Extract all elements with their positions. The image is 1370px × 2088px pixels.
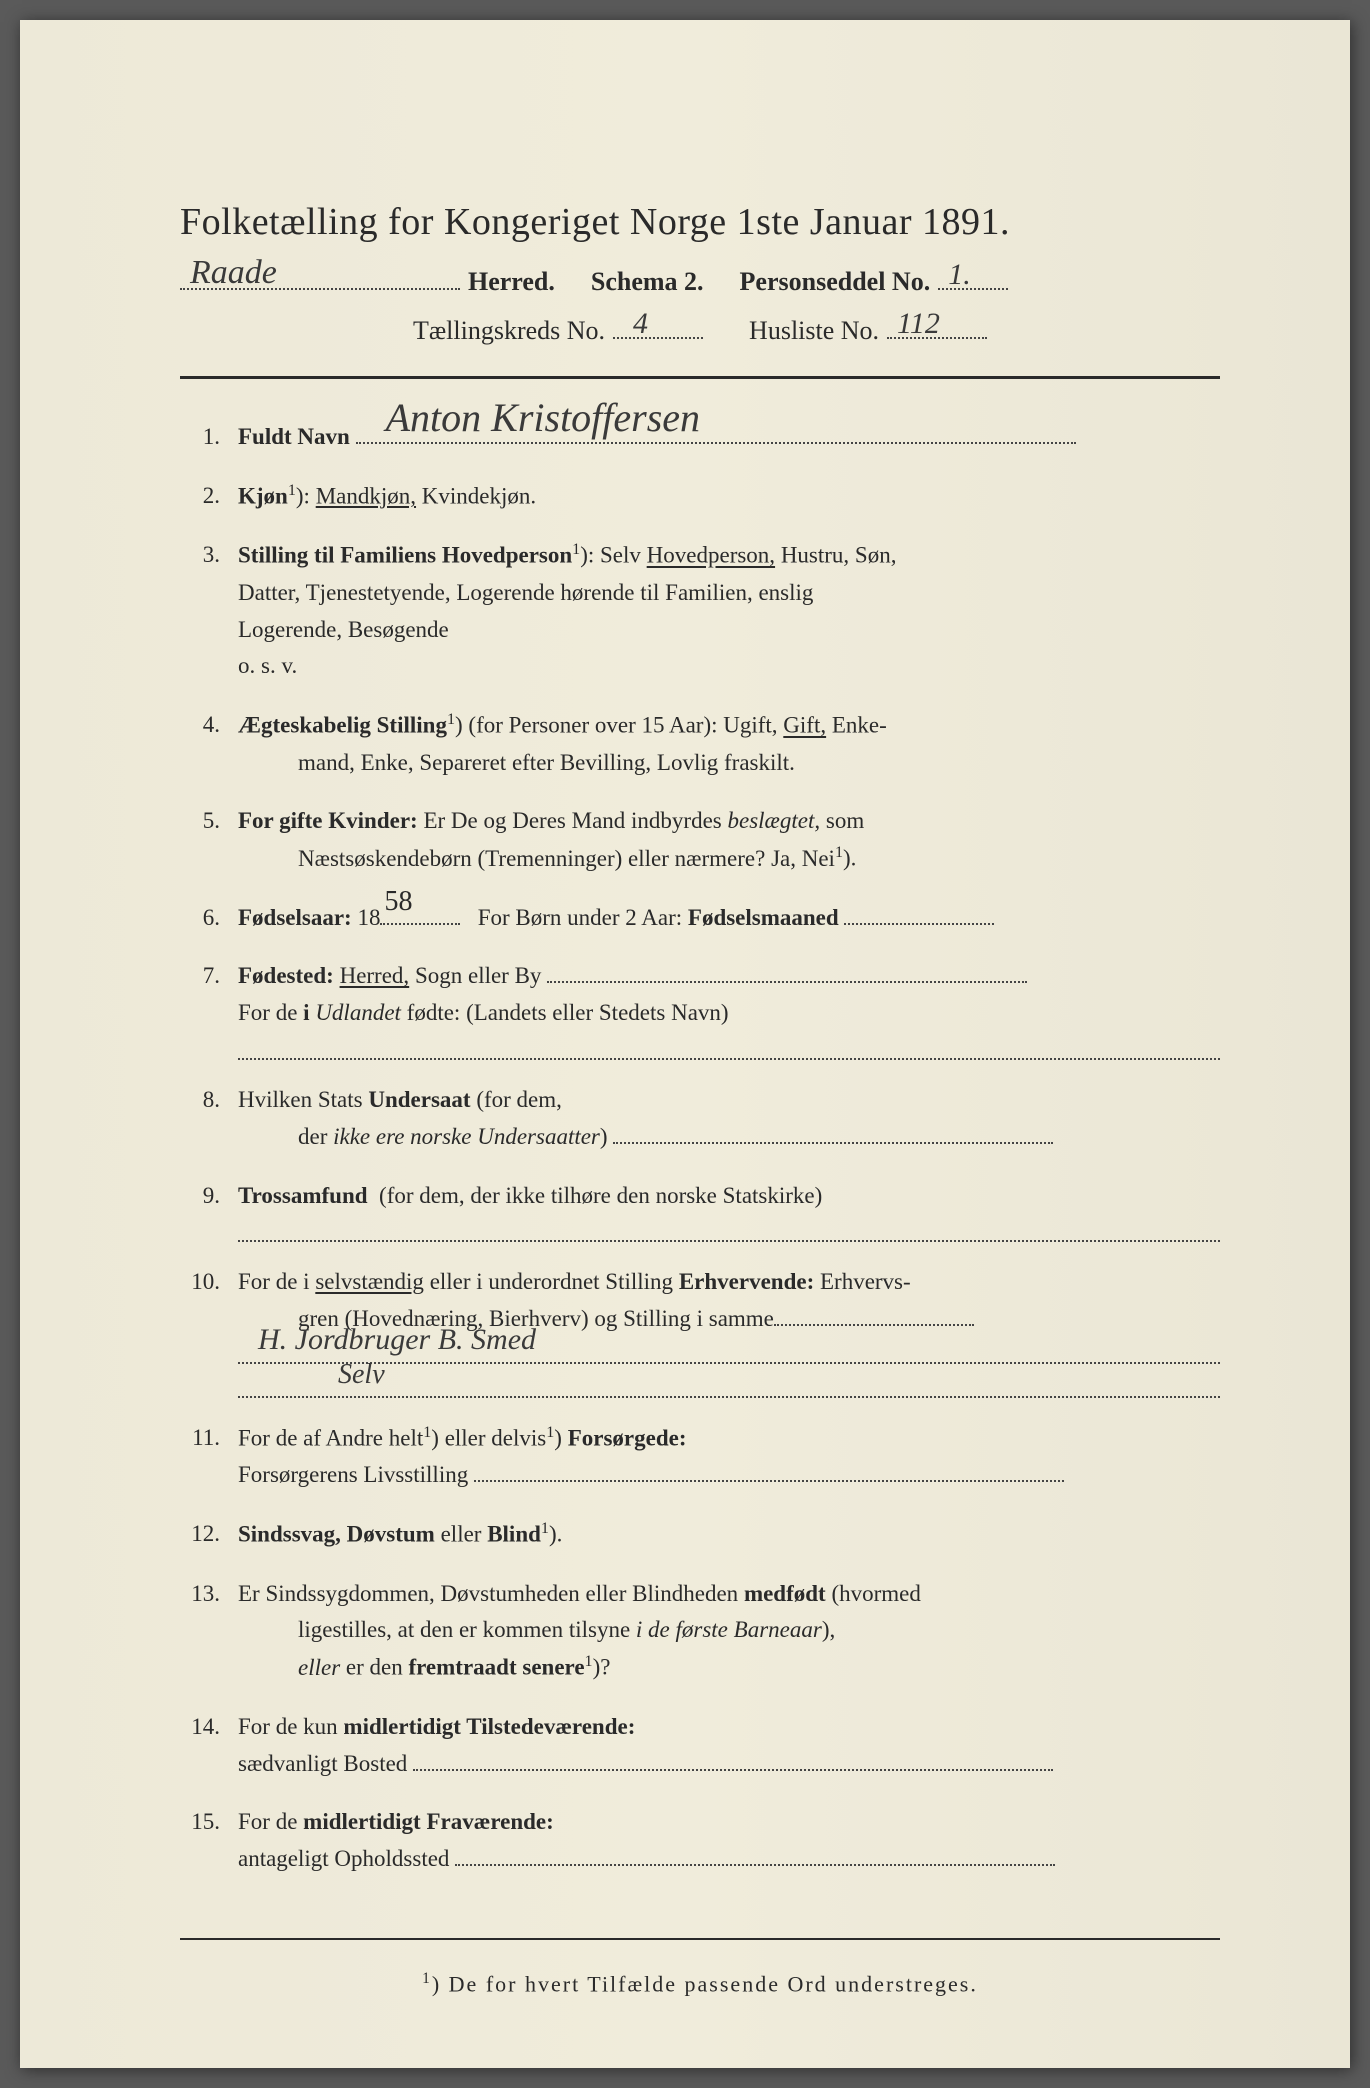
- q2-label: Kjøn: [238, 483, 288, 508]
- q8-label: Undersaat: [368, 1087, 470, 1112]
- item-num-4: 4.: [180, 707, 220, 781]
- item-12: 12. Sindssvag, Døvstum eller Blind1).: [180, 1516, 1220, 1553]
- header-row-1: Raade Herred. Schema 2. Personseddel No.…: [180, 262, 1220, 297]
- footnote: 1) De for hvert Tilfælde passende Ord un…: [180, 1970, 1220, 1997]
- q3-label: Stilling til Familiens Hovedperson: [238, 543, 572, 568]
- occupation-value-1: H. Jordbruger B. Smed: [258, 1316, 536, 1364]
- usual-residence-field: [413, 1751, 1053, 1771]
- occupation-field-1: H. Jordbruger B. Smed: [238, 1344, 1220, 1364]
- q3-line3: Logerende, Besøgende: [238, 617, 449, 642]
- item-4: 4. Ægteskabelig Stilling1) (for Personer…: [180, 707, 1220, 781]
- item-14: 14. For de kun midlertidigt Tilstedevære…: [180, 1709, 1220, 1783]
- item-9: 9. Trossamfund (for dem, der ikke tilhør…: [180, 1178, 1220, 1243]
- q3-line4: o. s. v.: [238, 653, 297, 678]
- q5-line2: Næstsøskendebørn (Tremenninger) eller næ…: [298, 846, 835, 871]
- q9-label: Trossamfund: [238, 1183, 368, 1208]
- q6-label: Fødselsaar:: [238, 905, 352, 930]
- herred-label: Herred.: [468, 267, 555, 297]
- item-num-9: 9.: [180, 1178, 220, 1243]
- husliste-field: 112: [887, 311, 987, 339]
- divider-top: [180, 376, 1220, 379]
- personseddel-label: Personseddel No.: [740, 267, 931, 297]
- q6-label2: Fødselsmaaned: [688, 905, 839, 930]
- q1-label: Fuldt Navn: [238, 424, 350, 449]
- birth-month-field: [844, 905, 994, 925]
- item-15: 15. For de midlertidigt Fraværende: anta…: [180, 1804, 1220, 1878]
- item-num-7: 7.: [180, 958, 220, 1060]
- provider-field: [474, 1462, 1064, 1482]
- name-field: Anton Kristoffersen: [356, 424, 1076, 444]
- occupation-field-2: Selv: [238, 1378, 1220, 1398]
- item-8: 8. Hvilken Stats Undersaat (for dem, der…: [180, 1082, 1220, 1156]
- occupation-value-2: Selv: [338, 1353, 385, 1398]
- birth-year-value: 58: [384, 880, 412, 925]
- item-2: 2. Kjøn1): Mandkjøn, Kvindekjøn.: [180, 478, 1220, 515]
- q2-mandkjon: Mandkjøn,: [316, 483, 416, 508]
- item-7: 7. Fødested: Herred, Sogn eller By For d…: [180, 958, 1220, 1060]
- kreds-label: Tællingskreds No.: [413, 316, 605, 346]
- kreds-value: 4: [633, 307, 648, 341]
- item-3: 3. Stilling til Familiens Hovedperson1):…: [180, 537, 1220, 685]
- birthplace-field: [547, 963, 1027, 983]
- q3-line2: Datter, Tjenestetyende, Logerende hørend…: [238, 580, 813, 605]
- item-1: 1. Fuldt Navn Anton Kristoffersen: [180, 419, 1220, 456]
- q2-kvindekjon: Kvindekjøn.: [422, 483, 536, 508]
- religion-field: [238, 1222, 1220, 1242]
- item-num-1: 1.: [180, 419, 220, 456]
- item-13: 13. Er Sindssygdommen, Døvstumheden elle…: [180, 1576, 1220, 1687]
- q4-label: Ægteskabelig Stilling: [238, 713, 447, 738]
- schema-label: Schema 2.: [591, 267, 704, 297]
- name-value: Anton Kristoffersen: [386, 386, 700, 450]
- item-num-10: 10.: [180, 1264, 220, 1398]
- herred-field: Raade: [180, 262, 460, 290]
- personseddel-field: 1.: [938, 262, 1008, 290]
- husliste-label: Husliste No.: [749, 316, 879, 346]
- q5-label: For gifte Kvinder:: [238, 808, 418, 833]
- item-num-3: 3.: [180, 537, 220, 685]
- item-10: 10. For de i selvstændig eller i underor…: [180, 1264, 1220, 1398]
- q4-line2: mand, Enke, Separeret efter Bevilling, L…: [298, 750, 795, 775]
- item-num-14: 14.: [180, 1709, 220, 1783]
- item-num-13: 13.: [180, 1576, 220, 1687]
- personseddel-value: 1.: [948, 258, 971, 292]
- item-11: 11. For de af Andre helt1) eller delvis1…: [180, 1420, 1220, 1494]
- q7-label: Fødested:: [238, 963, 334, 988]
- item-num-15: 15.: [180, 1804, 220, 1878]
- birth-year-field: 58: [380, 905, 460, 925]
- foreign-birthplace-field: [238, 1040, 1220, 1060]
- q3-hovedperson: Hovedperson,: [647, 543, 775, 568]
- citizenship-field: [613, 1124, 1053, 1144]
- q4-gift: Gift,: [783, 713, 826, 738]
- page-title: Folketælling for Kongeriget Norge 1ste J…: [180, 200, 1220, 244]
- kreds-field: 4: [613, 311, 703, 339]
- whereabouts-field: [455, 1846, 1055, 1866]
- census-form-page: Folketælling for Kongeriget Norge 1ste J…: [20, 20, 1350, 2068]
- husliste-value: 112: [897, 307, 940, 341]
- q7-herred: Herred,: [340, 963, 410, 988]
- item-num-12: 12.: [180, 1516, 220, 1553]
- item-num-2: 2.: [180, 478, 220, 515]
- item-num-5: 5.: [180, 803, 220, 877]
- item-5: 5. For gifte Kvinder: Er De og Deres Man…: [180, 803, 1220, 877]
- item-num-8: 8.: [180, 1082, 220, 1156]
- item-num-11: 11.: [180, 1420, 220, 1494]
- herred-value: Raade: [190, 254, 277, 292]
- divider-bottom: [180, 1938, 1220, 1940]
- item-6: 6. Fødselsaar: 1858 For Børn under 2 Aar…: [180, 900, 1220, 937]
- item-num-6: 6.: [180, 900, 220, 937]
- header-row-2: Tællingskreds No. 4 Husliste No. 112: [180, 311, 1220, 346]
